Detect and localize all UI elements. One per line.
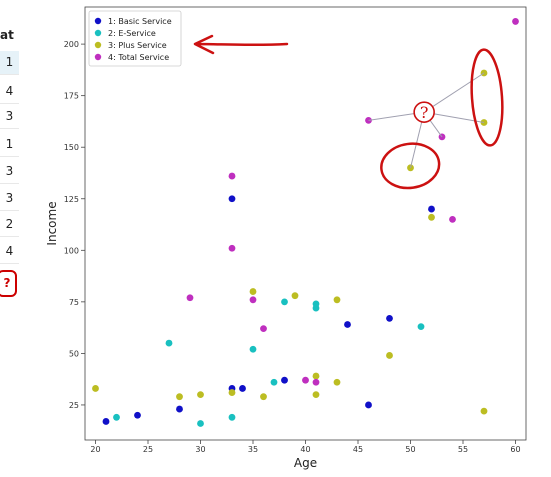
y-tick-label: 75 [69,298,79,307]
data-point [260,325,267,333]
x-tick-label: 35 [248,445,258,454]
data-point [176,393,183,401]
legend-entry: 3: Plus Service [108,41,167,50]
y-tick-label: 50 [69,349,79,358]
data-point [281,298,288,306]
data-point [134,411,141,419]
question-bubble [413,101,435,123]
x-axis-label: Age [294,456,317,470]
data-point [312,300,320,308]
y-tick-label: 150 [64,143,79,152]
plot-frame [84,6,527,441]
x-tick-label: 25 [143,445,153,454]
data-point [228,413,236,421]
y-tick-label: 175 [64,92,79,101]
data-point [291,292,299,300]
legend-marker [94,17,102,25]
y-axis-label: Income [45,201,59,245]
annotations: ? [193,34,504,190]
data-point [176,405,183,413]
data-point [333,378,341,386]
data-point [260,393,267,401]
axes: 20 25 30 35 40 45 50 55 60 25 50 75 100 125 150 175 200 A… [45,6,527,470]
question-mark-label: ? [420,103,429,122]
x-tick-label: 55 [458,445,468,454]
data-point [249,296,257,304]
data-point [302,376,309,384]
data-point [228,244,236,252]
data-points [92,18,519,427]
data-point [365,401,372,409]
data-point [312,391,320,399]
data-point [344,321,351,328]
red-arrow-annotation [193,34,289,55]
data-point [449,215,456,223]
data-point [113,413,120,421]
data-point [386,352,393,359]
table-cell: 4 [0,240,19,264]
data-point [186,294,194,302]
table-cell: 3 [0,105,19,129]
data-point [312,378,320,386]
legend-marker [94,29,102,37]
data-point [197,391,204,399]
table-cell: 1 [0,133,19,157]
data-point [165,339,173,347]
data-point [249,345,257,353]
red-circle-annotation [380,142,441,190]
data-point [249,288,257,295]
legend-entry: 2: E-Service [108,29,156,38]
legend-marker [94,53,102,61]
data-point [417,323,425,330]
table-cell: 3 [0,160,19,184]
data-point [228,195,236,203]
x-tick-label: 50 [405,445,415,454]
data-point [228,172,236,180]
x-tick-label: 60 [510,445,520,454]
x-tick-label: 40 [300,445,310,454]
data-point [428,205,435,213]
data-point [228,389,236,396]
legend-box [88,10,182,67]
neighbor-link [423,72,485,113]
table-strip: at 1 4 3 1 3 3 2 4 ? [0,0,30,477]
data-point [386,314,393,322]
y-tick-label: 100 [64,246,79,255]
legend-entry: 4: Total Service [108,53,169,62]
table-cell: 1 [0,51,19,75]
data-point [281,376,288,384]
legend-entry: 1: Basic Service [108,17,172,26]
x-tick-label: 45 [353,445,363,454]
legend-marker [94,41,102,49]
table-cell-unknown: ? [0,270,17,297]
data-point [407,164,414,172]
legend: 1: Basic Service 2: E-Service 3: Plus Serv… [88,10,182,67]
table-cell: 2 [0,213,19,237]
data-point [428,213,435,221]
x-tick-label: 30 [195,445,205,454]
x-tick-label: 20 [90,445,100,454]
data-point [312,372,320,380]
y-tick-label: 25 [69,401,79,410]
data-point [270,378,278,386]
data-point [480,407,488,415]
data-point [102,418,110,425]
data-point [333,296,341,304]
data-point [92,385,99,392]
data-point [197,420,204,427]
table-cell: 4 [0,80,19,104]
y-tick-label: 200 [64,40,79,49]
table-column-header: at [0,28,14,42]
data-point [512,18,519,25]
data-point [239,385,246,392]
red-circle-annotation [470,48,504,147]
table-cell: 3 [0,187,19,211]
y-tick-label: 125 [64,195,79,204]
